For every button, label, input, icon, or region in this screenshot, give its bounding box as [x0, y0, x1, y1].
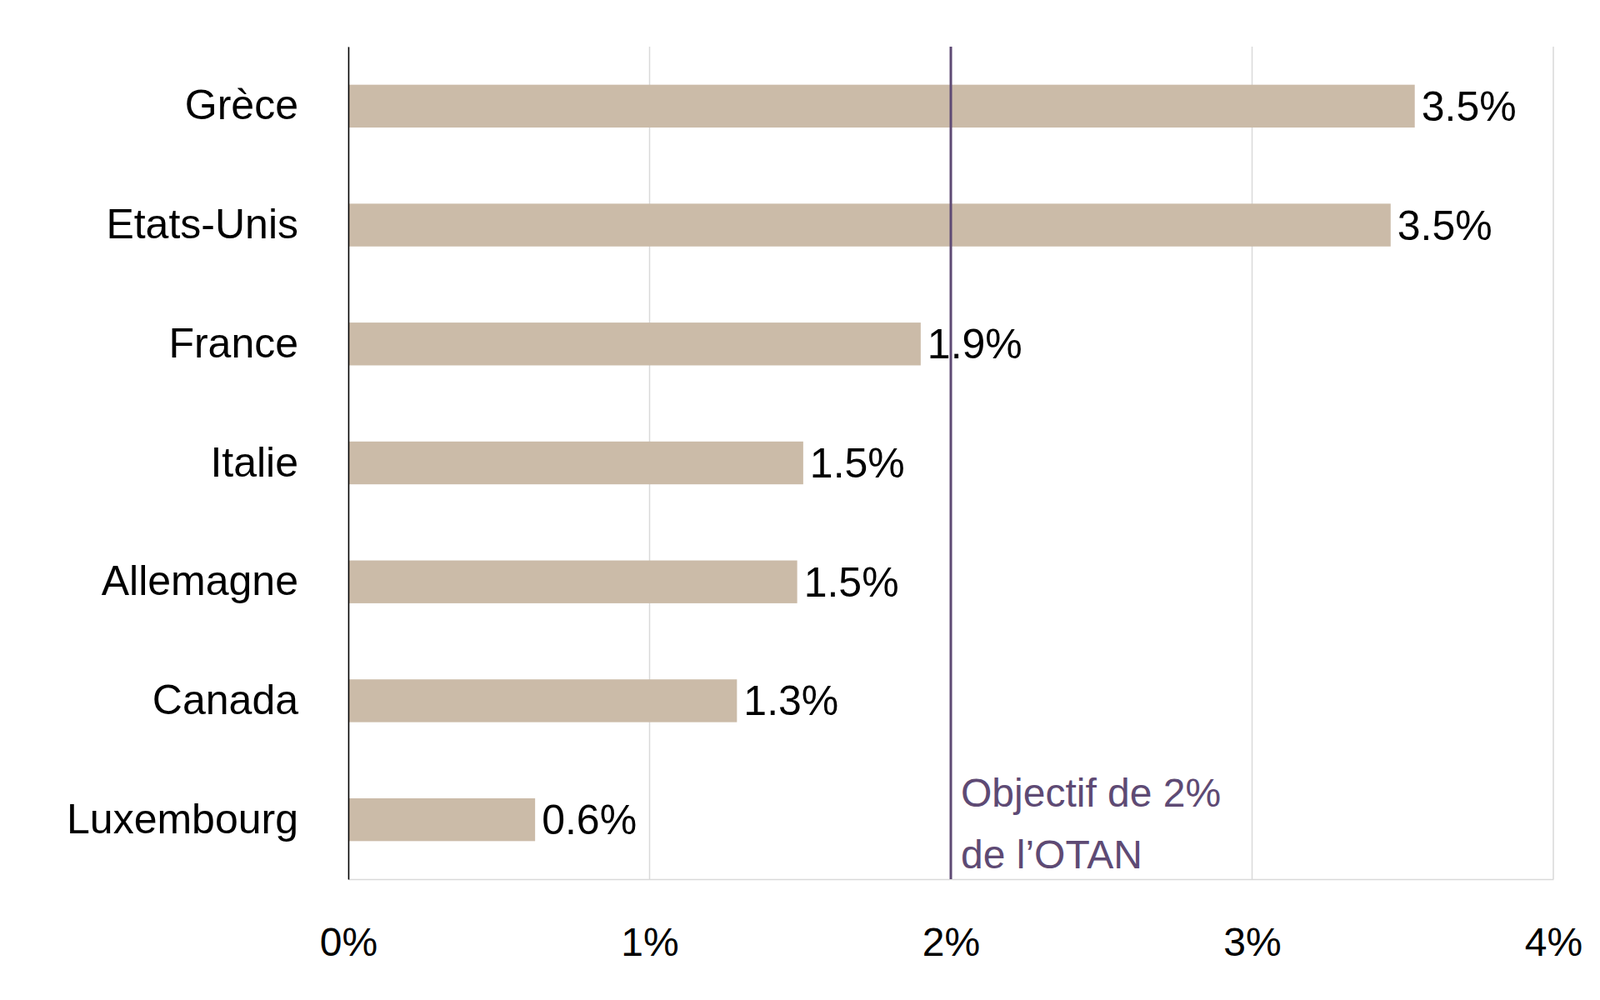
tick-label: 2%	[922, 920, 980, 965]
reference: Objectif de 2% de l’OTAN	[950, 46, 1221, 880]
data-label: 3.5%	[1421, 83, 1517, 130]
tick: Luxembourg	[66, 795, 349, 843]
tick: 0%	[320, 879, 378, 965]
tick: 3%	[1223, 879, 1281, 965]
x-axis: 0% 1% 2% 3% 4%	[320, 879, 1583, 965]
reference-label: Objectif de 2%	[960, 770, 1221, 815]
grid-line	[1552, 46, 1555, 880]
chart: 0% 1% 2% 3% 4% Grèce Etats-Unis France Italie All…	[0, 0, 1600, 1000]
tick: 1%	[620, 879, 679, 965]
category-label: Canada	[152, 676, 299, 724]
tick-label: 0%	[320, 920, 378, 965]
bar	[348, 679, 737, 722]
tick: Italie	[210, 439, 349, 486]
tick: 4%	[1525, 879, 1583, 965]
tick: Canada	[152, 676, 349, 724]
tick: Grèce	[185, 81, 349, 129]
data-labels: 3.5% 3.5% 1.9% 1.5% 1.5% 1.3% 0.6%	[541, 83, 1517, 844]
tick: France	[168, 320, 349, 367]
data-label: 1.5%	[804, 559, 900, 606]
bar	[348, 560, 798, 604]
bar	[348, 85, 1415, 128]
grid-line	[347, 46, 350, 880]
category-label: Allemagne	[101, 557, 299, 605]
tick-label: 1%	[620, 920, 679, 965]
bar	[348, 798, 535, 841]
grid-line	[950, 46, 952, 880]
bar	[348, 203, 1391, 246]
data-label: 1.9%	[927, 320, 1023, 368]
tick: 2%	[922, 879, 980, 965]
data-label: 1.5%	[810, 440, 905, 487]
data-label: 1.3%	[743, 677, 839, 725]
data-label: 0.6%	[541, 796, 637, 844]
grid	[348, 46, 1554, 880]
tick: Etats-Unis	[105, 200, 349, 248]
reference-line	[950, 46, 953, 880]
category-label: Etats-Unis	[105, 200, 299, 248]
tick-label: 3%	[1223, 920, 1281, 965]
axis-line	[348, 47, 350, 880]
bars	[348, 85, 1415, 842]
y-axis: Grèce Etats-Unis France Italie Allemagne Cana…	[66, 47, 349, 880]
grid-line	[1251, 46, 1254, 880]
data-label: 3.5%	[1397, 202, 1493, 250]
bar	[348, 322, 921, 365]
tick: Allemagne	[101, 557, 349, 605]
category-label: Luxembourg	[66, 795, 299, 843]
category-label: France	[168, 320, 299, 367]
tick-label: 4%	[1525, 920, 1583, 965]
bar	[348, 441, 804, 485]
category-label: Grèce	[185, 81, 299, 129]
reference-label: de l’OTAN	[960, 832, 1143, 877]
category-label: Italie	[210, 439, 299, 486]
